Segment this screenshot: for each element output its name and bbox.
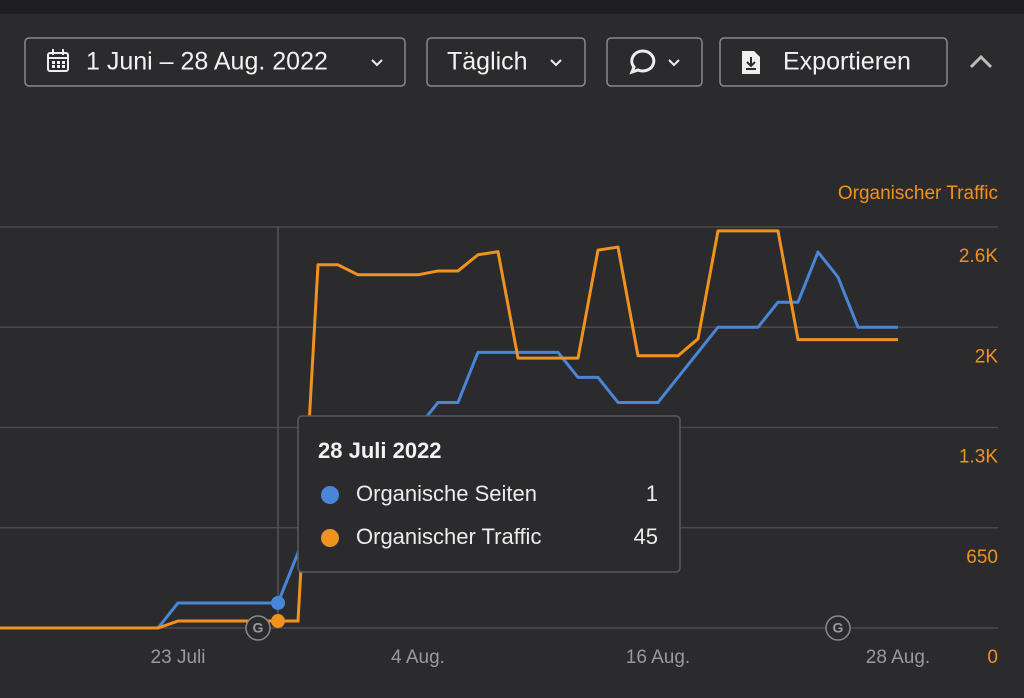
y2-tick-label: 2K — [975, 346, 999, 367]
tooltip-name: Organischer Traffic — [356, 524, 541, 549]
x-tick-label: 28 Aug. — [866, 647, 930, 668]
event-circle — [245, 615, 271, 641]
event-label: G — [253, 620, 264, 636]
event-marker: G — [245, 615, 271, 641]
tooltip-title: 28 Juli 2022 — [318, 438, 442, 463]
tooltip-swatch — [321, 529, 339, 547]
x-tick-label: 4 Aug. — [391, 647, 445, 668]
tooltip-value: 45 — [634, 524, 658, 549]
interval-label: Täglich — [447, 48, 528, 76]
comment-button[interactable] — [606, 37, 703, 87]
tooltip: 28 Juli 2022 Organische Seiten 1 Organische… — [297, 415, 681, 573]
hover-point — [271, 614, 285, 629]
y2-tick-label: 1.3K — [959, 447, 998, 468]
top-bar — [0, 0, 1024, 14]
date-range-label: 1 Juni – 28 Aug. 2022 — [86, 48, 328, 76]
x-tick-label: 23 Juli — [151, 647, 206, 668]
event-marker: G — [825, 615, 851, 641]
event-label: G — [833, 620, 844, 636]
event-circle — [825, 615, 851, 641]
y2-tick-label: 2.6K — [959, 246, 998, 267]
tooltip-value: 1 — [646, 481, 658, 506]
hover-point — [271, 595, 285, 610]
export-label: Exportieren — [783, 48, 911, 76]
collapse-icon[interactable] — [969, 54, 993, 69]
y2-tick-label: 0 — [987, 647, 998, 668]
tooltip-swatch — [321, 486, 339, 504]
export-button[interactable]: Exportieren — [719, 37, 948, 87]
series-line — [0, 229, 898, 630]
tooltip-box — [297, 415, 681, 573]
interval-button[interactable]: Täglich — [426, 37, 586, 87]
y2-tick-label: 650 — [966, 547, 998, 568]
tooltip-name: Organische Seiten — [356, 481, 537, 506]
date-range-button[interactable]: 1 Juni – 28 Aug. 2022 — [24, 37, 406, 87]
y2-axis-title: Organischer Traffic — [838, 183, 998, 204]
x-tick-label: 16 Aug. — [626, 647, 690, 668]
